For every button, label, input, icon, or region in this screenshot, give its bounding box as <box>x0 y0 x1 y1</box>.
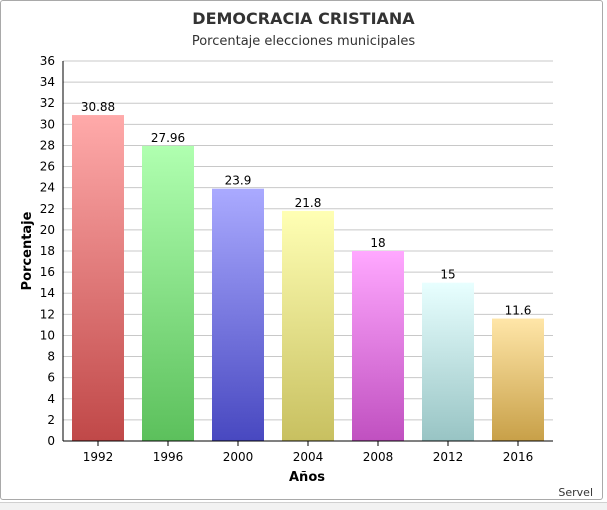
y-tick-label: 32 <box>40 96 55 110</box>
bars <box>72 115 544 442</box>
bar-2008[interactable] <box>352 251 404 441</box>
y-tick-label: 6 <box>47 371 55 385</box>
y-tick-label: 28 <box>40 138 55 152</box>
y-tick-label: 30 <box>40 117 55 131</box>
y-tick-label: 10 <box>40 328 55 342</box>
y-tick-label: 22 <box>40 202 55 216</box>
data-labels: 30.88 27.96 23.9 21.8 18 15 11.6 <box>81 100 532 318</box>
bar-2012[interactable] <box>422 282 474 441</box>
x-tick-label-2016: 2016 <box>503 450 534 464</box>
bar-2004[interactable] <box>282 210 334 441</box>
data-label-2000: 23.9 <box>225 174 252 188</box>
data-label-2012: 15 <box>440 268 455 282</box>
x-axis-ticks: 1992 1996 2000 2004 2008 2012 2016 <box>83 441 534 464</box>
y-tick-label: 18 <box>40 244 55 258</box>
y-tick-label: 36 <box>40 54 55 68</box>
bar-1992[interactable] <box>72 115 124 442</box>
x-axis-label: Años <box>289 470 325 485</box>
y-tick-label: 2 <box>47 413 55 427</box>
data-label-2004: 21.8 <box>295 196 322 210</box>
data-label-2008: 18 <box>370 236 385 250</box>
y-tick-label: 0 <box>47 434 55 448</box>
y-tick-label: 20 <box>40 223 55 237</box>
y-axis-label: Porcentaje <box>20 211 35 290</box>
y-tick-label: 8 <box>47 350 55 364</box>
y-tick-label: 14 <box>40 286 55 300</box>
x-tick-label-2004: 2004 <box>293 450 324 464</box>
chart-title: DEMOCRACIA CRISTIANA <box>192 9 415 28</box>
data-label-1996: 27.96 <box>151 131 185 145</box>
x-tick-label-2008: 2008 <box>363 450 394 464</box>
y-tick-label: 24 <box>40 181 55 195</box>
y-tick-label: 4 <box>47 392 55 406</box>
x-tick-label-1992: 1992 <box>83 450 114 464</box>
data-label-2016: 11.6 <box>505 304 532 318</box>
x-tick-label-1996: 1996 <box>153 450 184 464</box>
y-tick-label: 16 <box>40 265 55 279</box>
x-tick-label-2012: 2012 <box>433 450 464 464</box>
page-edge <box>0 502 607 510</box>
data-label-1992: 30.88 <box>81 100 115 114</box>
y-tick-label: 34 <box>40 75 55 89</box>
y-tick-label: 12 <box>40 307 55 321</box>
chart-subtitle: Porcentaje elecciones municipales <box>191 34 416 49</box>
bar-2000[interactable] <box>212 188 264 441</box>
y-tick-label: 26 <box>40 160 55 174</box>
x-tick-label-2000: 2000 <box>223 450 254 464</box>
source-credit: Servel <box>558 486 593 499</box>
bar-2016[interactable] <box>492 318 544 441</box>
bar-1996[interactable] <box>142 145 194 441</box>
